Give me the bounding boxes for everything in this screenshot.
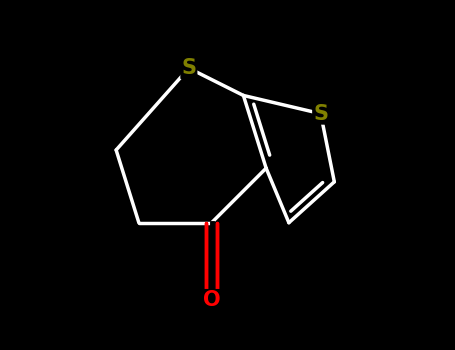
Text: O: O <box>203 290 220 310</box>
Text: S: S <box>182 58 197 78</box>
Text: S: S <box>313 104 328 124</box>
